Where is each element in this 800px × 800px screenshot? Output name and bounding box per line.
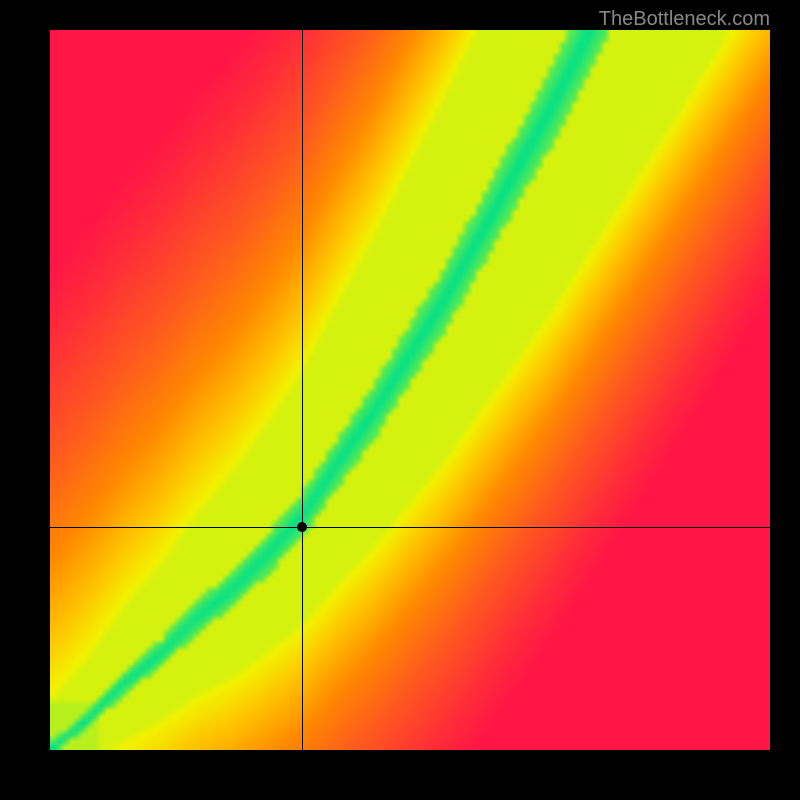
heatmap-canvas bbox=[50, 30, 770, 750]
crosshair-horizontal bbox=[50, 527, 770, 528]
attribution-text: TheBottleneck.com bbox=[599, 8, 770, 31]
crosshair-vertical bbox=[302, 30, 303, 750]
plot-area bbox=[50, 30, 770, 750]
marker-dot bbox=[297, 522, 307, 532]
